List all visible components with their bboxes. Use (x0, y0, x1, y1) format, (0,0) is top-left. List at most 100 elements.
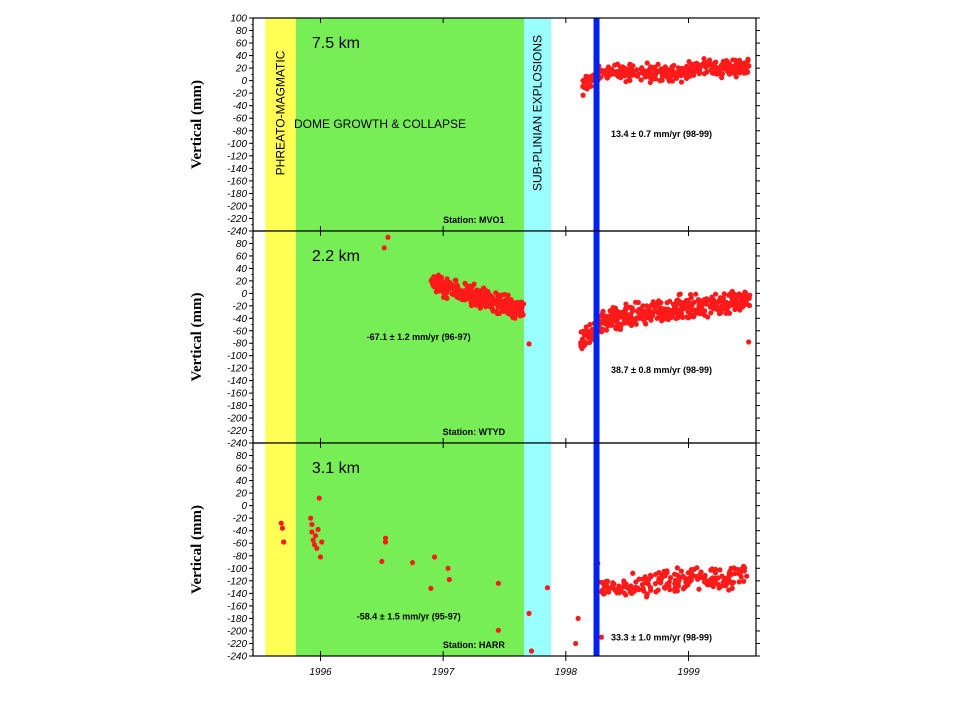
y-tick-label: -240 (227, 227, 247, 238)
data-point (741, 578, 747, 584)
data-point (678, 79, 685, 85)
y-tick-label: -220 (227, 214, 247, 225)
data-point (575, 615, 581, 622)
rate-label: -67.1 ± 1.2 mm/yr (96-97) (367, 332, 471, 342)
data-point (747, 292, 753, 298)
y-tick-label: -140 (227, 164, 247, 175)
data-point (626, 318, 633, 324)
data-point (640, 70, 646, 76)
data-point (518, 309, 524, 316)
phase-band-sub-plinian-explosions (524, 231, 552, 443)
station-label: Station: MVO1 (443, 215, 505, 225)
data-point (465, 296, 471, 302)
data-point (619, 66, 626, 72)
data-point (379, 558, 385, 565)
data-point (727, 63, 733, 69)
data-point (673, 315, 679, 322)
event-line (593, 231, 600, 443)
data-point (658, 68, 665, 74)
data-point (457, 289, 464, 295)
data-point (729, 288, 735, 295)
data-point (314, 545, 320, 551)
data-point (621, 583, 627, 590)
data-point (708, 578, 714, 584)
data-point (729, 581, 735, 587)
data-point (581, 343, 587, 349)
data-point (480, 293, 486, 299)
data-point (583, 78, 589, 85)
y-tick-label: -140 (227, 589, 247, 600)
y-tick-label: 60 (236, 251, 248, 262)
y-tick-label: -80 (233, 551, 248, 562)
y-tick-label: 60 (236, 39, 248, 50)
data-point (452, 277, 458, 283)
data-point (644, 591, 650, 597)
data-point (618, 587, 624, 593)
data-point (678, 568, 684, 574)
data-point (627, 62, 633, 68)
data-point (654, 309, 660, 315)
data-point (659, 318, 665, 324)
y-tick-label: -80 (233, 126, 248, 137)
rate-label: 38.7 ± 0.8 mm/yr (98-99) (611, 365, 712, 375)
data-point (635, 585, 641, 591)
y-axis-label: Vertical (mm) (189, 80, 205, 169)
data-point (465, 285, 471, 291)
data-point (732, 295, 738, 302)
y-tick-label: -200 (227, 201, 247, 212)
data-point (722, 299, 729, 305)
data-point (435, 282, 441, 288)
data-point (633, 321, 639, 327)
data-point (506, 305, 512, 311)
data-point (746, 302, 753, 309)
data-point (718, 63, 724, 69)
data-point (655, 61, 661, 67)
data-point (435, 272, 442, 278)
y-tick-label: 20 (235, 489, 248, 500)
data-point (693, 68, 699, 74)
y-tick-label: -100 (227, 139, 247, 150)
data-point (615, 320, 621, 326)
data-point (646, 576, 652, 583)
phase-band-phreato-magmatic (265, 443, 296, 656)
x-tick-label: 1996 (309, 667, 332, 678)
data-point (317, 554, 324, 560)
data-point (614, 315, 620, 321)
data-point (664, 66, 670, 73)
data-point (686, 307, 692, 313)
data-point (440, 285, 446, 291)
phase-band-phreato-magmatic (265, 18, 296, 231)
data-point (628, 322, 635, 329)
station-label: Station: WTYD (443, 427, 506, 437)
data-point (629, 305, 635, 311)
data-point (676, 574, 682, 580)
distance-label: 2.2 km (312, 248, 360, 265)
data-point (614, 61, 621, 67)
y-tick-label: 0 (241, 76, 247, 87)
data-point (694, 565, 700, 571)
data-point (736, 569, 742, 575)
data-point (681, 303, 687, 309)
y-tick-label: -180 (227, 401, 247, 412)
data-point (581, 332, 588, 339)
data-point (712, 291, 719, 297)
data-point (745, 69, 751, 75)
data-point (689, 302, 695, 308)
data-point (621, 309, 628, 315)
x-tick-label: 1999 (677, 667, 700, 678)
data-point (501, 299, 507, 305)
data-point (621, 320, 627, 326)
rate-label: -58.4 ± 1.5 mm/yr (95-97) (357, 612, 461, 622)
data-point (694, 60, 700, 66)
data-point (514, 309, 520, 315)
data-point (731, 64, 737, 70)
data-point (726, 587, 732, 593)
data-point (445, 565, 451, 571)
y-tick-label: -120 (227, 576, 247, 587)
data-point (501, 291, 508, 298)
data-point (666, 77, 672, 83)
data-point (744, 573, 750, 579)
data-point (508, 310, 514, 316)
